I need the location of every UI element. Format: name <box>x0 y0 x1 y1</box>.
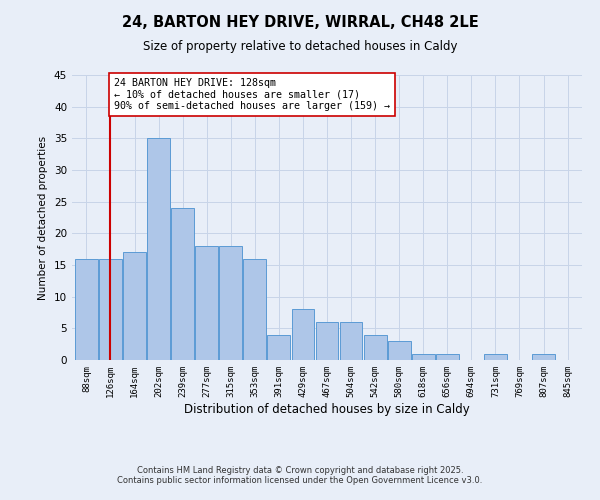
Bar <box>75 258 98 360</box>
Bar <box>292 310 314 360</box>
Bar <box>388 341 410 360</box>
Bar <box>532 354 555 360</box>
Bar <box>436 354 459 360</box>
Bar <box>412 354 434 360</box>
Text: Contains HM Land Registry data © Crown copyright and database right 2025.
Contai: Contains HM Land Registry data © Crown c… <box>118 466 482 485</box>
Y-axis label: Number of detached properties: Number of detached properties <box>38 136 49 300</box>
Bar <box>171 208 194 360</box>
Bar <box>268 334 290 360</box>
Text: 24 BARTON HEY DRIVE: 128sqm
← 10% of detached houses are smaller (17)
90% of sem: 24 BARTON HEY DRIVE: 128sqm ← 10% of det… <box>114 78 390 112</box>
Bar <box>484 354 507 360</box>
Bar <box>340 322 362 360</box>
Bar <box>147 138 170 360</box>
Bar <box>316 322 338 360</box>
Bar <box>244 258 266 360</box>
Bar <box>195 246 218 360</box>
Text: 24, BARTON HEY DRIVE, WIRRAL, CH48 2LE: 24, BARTON HEY DRIVE, WIRRAL, CH48 2LE <box>122 15 478 30</box>
Bar <box>220 246 242 360</box>
Bar <box>99 258 122 360</box>
Text: Size of property relative to detached houses in Caldy: Size of property relative to detached ho… <box>143 40 457 53</box>
Bar <box>364 334 386 360</box>
X-axis label: Distribution of detached houses by size in Caldy: Distribution of detached houses by size … <box>184 402 470 415</box>
Bar <box>123 252 146 360</box>
